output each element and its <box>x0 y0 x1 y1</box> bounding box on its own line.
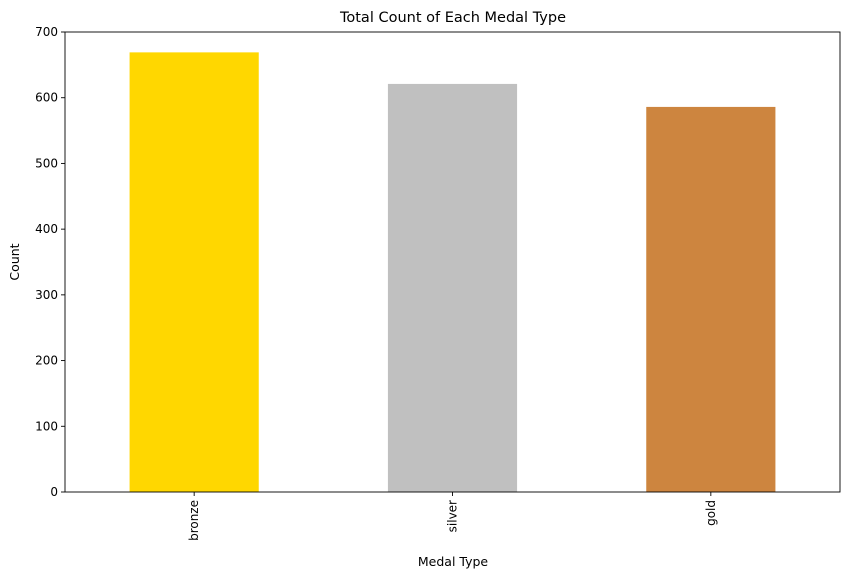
y-axis-label: Count <box>7 243 22 280</box>
x-tick-label-gold: gold <box>704 500 718 526</box>
plot-frame <box>64 31 841 493</box>
y-tick-label: 300 <box>35 288 58 302</box>
x-tick-label-bronze: bronze <box>187 500 201 541</box>
y-tick-label: 700 <box>35 25 58 39</box>
y-tick-label: 0 <box>50 485 58 499</box>
x-axis-label: Medal Type <box>418 554 489 569</box>
y-axis: 0 100 200 300 400 500 600 700 <box>35 25 65 499</box>
y-tick-label: 100 <box>35 419 58 433</box>
bar-bronze <box>129 52 259 492</box>
y-tick-label: 500 <box>35 156 58 170</box>
y-tick-label: 600 <box>35 91 58 105</box>
bar-silver <box>387 83 518 493</box>
y-tick-label: 400 <box>35 222 58 236</box>
bars-group <box>129 52 776 493</box>
x-tick-label-silver: silver <box>446 500 460 532</box>
chart-title: Total Count of Each Medal Type <box>339 10 566 26</box>
x-axis: bronze silver gold <box>187 492 718 541</box>
bar-gold <box>646 106 776 493</box>
y-tick-label: 200 <box>35 354 58 368</box>
